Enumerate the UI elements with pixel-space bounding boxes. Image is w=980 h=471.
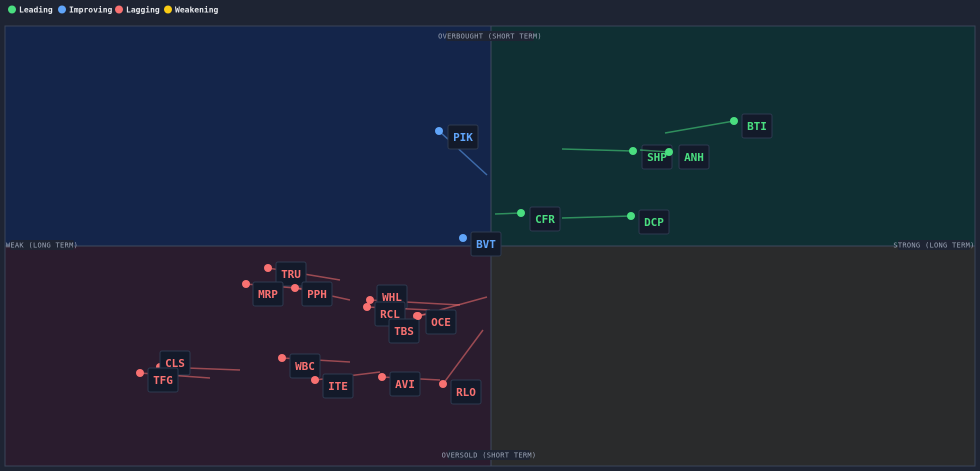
ticker-label: RLO	[456, 386, 476, 399]
ticker-label: DCP	[644, 216, 664, 229]
quadrant-improving	[5, 26, 491, 246]
ticker-dot	[517, 209, 525, 217]
ticker-box	[470, 231, 502, 257]
ticker-box	[741, 113, 773, 139]
ticker-dot	[291, 284, 299, 292]
ticker-label: PPH	[307, 288, 327, 301]
ticker-dot	[435, 127, 443, 135]
legend-dot	[115, 5, 123, 14]
quadrant-leading	[491, 26, 975, 246]
ticker-box	[275, 261, 307, 287]
tail	[664, 120, 735, 134]
ticker-box	[389, 371, 421, 397]
ticker-dot	[629, 147, 637, 155]
ticker-dot	[278, 354, 286, 362]
ticker-dot	[414, 312, 422, 320]
ticker-label: SHP	[647, 151, 667, 164]
legend: Leading Improving Lagging Weakening	[8, 5, 219, 15]
ticker-dot	[627, 212, 635, 220]
ticker-label: OCE	[431, 316, 451, 329]
ticker-box	[678, 144, 710, 170]
ticker-box	[529, 206, 561, 232]
tail	[494, 212, 522, 215]
ticker-label: AVI	[395, 378, 415, 391]
ticker-dot	[665, 148, 673, 156]
ticker-box	[447, 124, 479, 150]
quadrant-label-left: WEAK (LONG TERM)	[6, 242, 78, 250]
ticker-dot	[242, 280, 250, 288]
legend-label: Lagging	[126, 5, 160, 15]
ticker-dot	[264, 264, 272, 272]
legend-dot	[58, 5, 66, 14]
ticker-label: TBS	[394, 325, 414, 338]
ticker-label: ANH	[684, 151, 704, 164]
ticker-label: RCL	[380, 308, 400, 321]
ticker-label: BVT	[476, 238, 496, 251]
ticker-box	[301, 281, 333, 307]
quadrant-lagging	[5, 246, 491, 466]
legend-label: Leading	[19, 5, 53, 15]
quadrant-label-bottom: OVERSOLD (SHORT TERM)	[442, 452, 537, 460]
legend-label: Weakening	[175, 5, 219, 15]
quadrant-label-top: OVERBOUGHT (SHORT TERM)	[438, 33, 542, 41]
tail	[438, 130, 488, 176]
label-bg	[10, 240, 74, 250]
ticker-label: MRP	[258, 288, 278, 301]
ticker-box	[638, 209, 670, 235]
ticker-label: TRU	[281, 268, 301, 281]
legend-label: Improving	[69, 5, 113, 15]
ticker-label: WBC	[295, 360, 315, 373]
ticker-box	[322, 373, 354, 399]
ticker-box	[252, 281, 284, 307]
quadrant-label-right: STRONG (LONG TERM)	[893, 242, 974, 250]
tail	[561, 148, 634, 152]
label-bg	[448, 450, 530, 460]
legend-dot	[164, 5, 172, 14]
ticker-dot	[363, 303, 371, 311]
label-bg	[898, 240, 970, 250]
ticker-label: CLS	[165, 357, 185, 370]
ticker-label: ITE	[328, 380, 348, 393]
tail	[639, 149, 670, 153]
ticker-dot	[730, 117, 738, 125]
ticker-label: CFR	[535, 213, 555, 226]
ticker-box	[289, 353, 321, 379]
ticker-box	[147, 367, 179, 393]
ticker-box	[388, 318, 420, 344]
ticker-dot	[311, 376, 319, 384]
ticker-label: PIK	[453, 131, 473, 144]
ticker-box	[425, 309, 457, 335]
ticker-dot	[439, 380, 447, 388]
ticker-label: BTI	[747, 120, 767, 133]
ticker-label: WHL	[382, 291, 402, 304]
ticker-dot	[136, 369, 144, 377]
tail	[561, 215, 632, 219]
ticker-box	[450, 379, 482, 405]
label-bg	[446, 31, 534, 41]
ticker-dot	[366, 296, 374, 304]
legend-dot	[8, 5, 16, 14]
ticker-dot	[378, 373, 386, 381]
tail	[442, 329, 484, 385]
quadrant-weakening	[491, 246, 975, 466]
ticker-dot	[459, 234, 467, 242]
ticker-label: TFG	[153, 374, 173, 387]
